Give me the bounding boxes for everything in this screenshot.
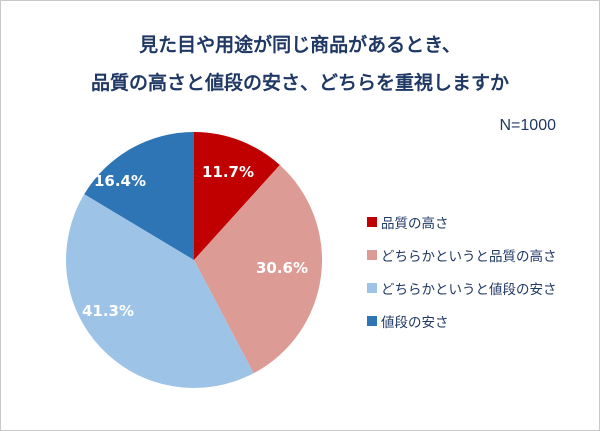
legend-item: 値段の安さ bbox=[367, 304, 557, 337]
pie-slice bbox=[194, 132, 280, 260]
legend: 品質の高さ どちらかというと品質の高さ どちらかというと値段の安さ 値段の安さ bbox=[367, 205, 557, 337]
legend-item: どちらかというと品質の高さ bbox=[367, 238, 557, 271]
legend-swatch-icon bbox=[367, 249, 377, 260]
legend-swatch-icon bbox=[367, 315, 377, 326]
slice-label: 41.3% bbox=[82, 302, 134, 320]
legend-item: どちらかというと値段の安さ bbox=[367, 271, 557, 304]
legend-item: 品質の高さ bbox=[367, 205, 557, 238]
slice-label: 11.7% bbox=[202, 163, 254, 181]
pie-slice bbox=[84, 132, 194, 260]
slice-label: 30.6% bbox=[256, 259, 308, 277]
legend-swatch-icon bbox=[367, 216, 377, 227]
slice-label: 16.4% bbox=[94, 172, 146, 190]
pie-slice bbox=[194, 165, 322, 374]
chart-title-line1: 見た目や用途が同じ商品があるとき、 bbox=[139, 34, 461, 56]
pie-slice bbox=[66, 194, 254, 388]
sample-size: N=1000 bbox=[499, 117, 557, 134]
chart-title-line2: 品質の高さと値段の安さ、どちらを重視しますか bbox=[90, 72, 509, 94]
legend-swatch-icon bbox=[367, 282, 377, 293]
